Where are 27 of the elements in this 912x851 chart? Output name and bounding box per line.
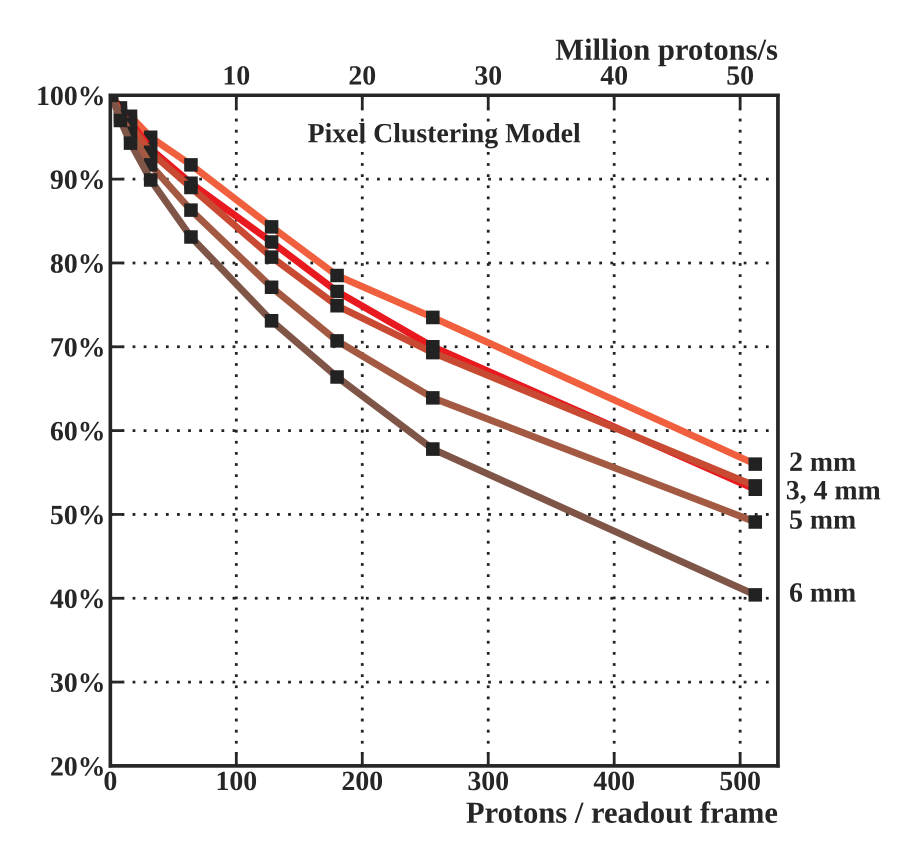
x2-tick-label: 30 bbox=[475, 66, 502, 85]
y-tick-label: 70% bbox=[52, 338, 103, 357]
y-tick-label: 50% bbox=[51, 506, 103, 524]
series-label: 5 mm bbox=[790, 510, 856, 529]
x-tick-label: 100 bbox=[218, 772, 256, 790]
x-tick-label: 400 bbox=[594, 772, 634, 790]
y-tick-label: 90% bbox=[50, 170, 103, 190]
x-axis-title: Protons / readout frame bbox=[466, 801, 778, 824]
x2-tick-label: 50 bbox=[727, 66, 753, 85]
y-tick-label: 40% bbox=[50, 589, 103, 608]
y-tick-label: 20% bbox=[51, 757, 103, 776]
text: Pixel Clustering Model bbox=[308, 122, 580, 148]
x2-axis-title: Million protons/s bbox=[556, 38, 778, 66]
x-tick-label: 0 bbox=[104, 772, 116, 790]
x-tick-label: 200 bbox=[342, 772, 382, 790]
y-tick-label: 30% bbox=[50, 673, 103, 692]
y-tick-label: 60% bbox=[50, 422, 103, 441]
x-tick-label: 300 bbox=[468, 772, 508, 790]
series-label: 6 mm bbox=[790, 583, 856, 602]
x-tick-label: 500 bbox=[720, 772, 760, 790]
annotation: 3, 4 mm bbox=[786, 480, 880, 504]
y-tick-label: 100% bbox=[38, 86, 103, 106]
series-label: 2 mm bbox=[790, 452, 856, 471]
x2-tick-label: 40 bbox=[600, 66, 628, 85]
x2-tick-label: 10 bbox=[224, 66, 250, 85]
y-tick-label: 80% bbox=[50, 254, 103, 273]
x2-tick-label: 20 bbox=[350, 66, 376, 85]
